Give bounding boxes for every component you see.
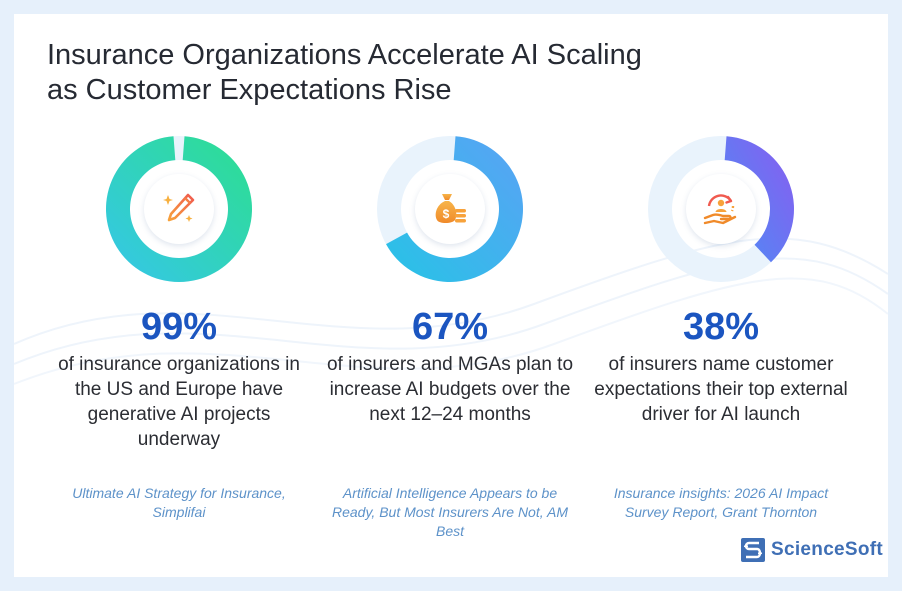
page-title: Insurance Organizations Accelerate AI Sc…: [47, 38, 747, 108]
pencil-sparkles-icon: [163, 193, 195, 222]
donut-slice-3: [724, 136, 794, 263]
stat-description-2: of insurers and MGAs plan to increase AI…: [326, 354, 574, 425]
stat-value-3: 38%: [682, 306, 760, 348]
donut-chart-2: $: [375, 134, 525, 284]
donut-svg-2: [377, 136, 523, 282]
logo-text: ScienceSoft: [771, 539, 884, 560]
stat-column-1: 99% of insurance organizations in the US…: [49, 134, 309, 452]
icon-badge-2: $: [415, 174, 485, 244]
icon-badge-3: [686, 174, 756, 244]
donut-svg-3: [648, 136, 794, 282]
stat-description-3: of insurers name customer expectations t…: [594, 354, 848, 425]
title-line-1: Insurance Organizations Accelerate AI Sc…: [47, 39, 642, 71]
stat-description-1: of insurance organizations in the US and…: [58, 354, 300, 450]
donut-chart-3: [646, 134, 796, 284]
hand-person-cycle-icon: [703, 194, 737, 225]
donut-slice-1: [105, 136, 252, 282]
money-bag-coins-icon: $: [435, 194, 466, 223]
stat-value-2: 67%: [411, 306, 489, 348]
donut-slice-2: [386, 136, 523, 282]
source-1[interactable]: Ultimate AI Strategy for Insurance, Simp…: [72, 485, 286, 520]
source-2[interactable]: Artificial Intelligence Appears to be Re…: [331, 485, 568, 539]
donut-svg-1: [105, 136, 252, 282]
infographic-card: Insurance Organizations Accelerate AI Sc…: [14, 14, 888, 577]
stat-value-1: 99%: [140, 306, 218, 348]
donut-chart-1: [104, 134, 254, 284]
stat-column-3: 38% of insurers name customer expectatio…: [591, 134, 851, 427]
stat-column-2: $ 67% of insurers and MGAs plan to incre…: [320, 134, 580, 427]
source-3[interactable]: Insurance insights: 2026 AI Impact Surve…: [613, 485, 829, 520]
svg-text:$: $: [443, 207, 450, 221]
title-line-2: as Customer Expectations Rise: [47, 74, 452, 106]
background-wave: [14, 237, 888, 385]
logo-mark-icon: [741, 538, 765, 562]
icon-badge-1: [144, 174, 214, 244]
